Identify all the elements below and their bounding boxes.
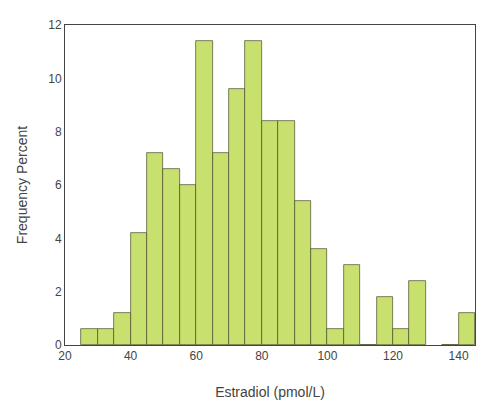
svg-text:6: 6: [55, 178, 62, 192]
svg-text:2: 2: [55, 285, 62, 299]
svg-text:8: 8: [55, 125, 62, 139]
svg-text:10: 10: [48, 72, 62, 86]
svg-text:60: 60: [190, 349, 204, 363]
svg-text:4: 4: [55, 232, 62, 246]
svg-text:120: 120: [383, 349, 403, 363]
svg-text:12: 12: [48, 18, 62, 32]
svg-text:Frequency Percent: Frequency Percent: [14, 126, 30, 244]
svg-text:80: 80: [255, 349, 269, 363]
svg-text:40: 40: [124, 349, 138, 363]
svg-text:Estradiol (pmol/L): Estradiol (pmol/L): [215, 384, 325, 400]
svg-text:0: 0: [55, 338, 62, 352]
svg-text:100: 100: [317, 349, 337, 363]
svg-text:140: 140: [449, 349, 469, 363]
svg-text:20: 20: [58, 349, 72, 363]
